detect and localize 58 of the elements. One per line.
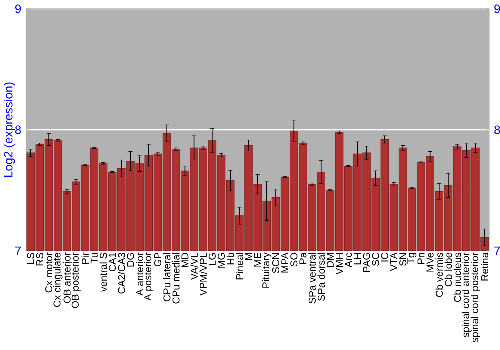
x-tick-label: LS bbox=[27, 253, 34, 264]
y2-tick-label: 7 bbox=[494, 246, 500, 256]
x-tick-label: M bbox=[245, 253, 252, 260]
x-tick-label: CA2/CA3 bbox=[118, 253, 126, 294]
x-tick-label: RS bbox=[36, 253, 44, 266]
x-tick-label: LG bbox=[208, 253, 216, 266]
x-tick-label: Pineal bbox=[236, 253, 244, 280]
x-tick-label: Pir bbox=[82, 252, 89, 264]
x-tick-label: Pa bbox=[300, 252, 307, 264]
y2-tick-label: 9 bbox=[494, 4, 500, 14]
x-tick-label: ventral S bbox=[100, 253, 108, 292]
x-tick-label: LH bbox=[354, 253, 362, 265]
y-tick-label: 8 bbox=[15, 126, 22, 134]
x-tick-label: Pituitary bbox=[262, 252, 272, 288]
x-tick-label: Tu bbox=[90, 253, 98, 264]
x-tick-label: MD bbox=[182, 253, 189, 268]
x-tick-label: Retina bbox=[481, 252, 488, 281]
x-tick-label: VA/VL bbox=[190, 252, 198, 280]
x-tick-label: VPM/VPL bbox=[200, 252, 208, 296]
x-tick-label: MVe bbox=[426, 253, 434, 272]
x-tick-label: A anterior bbox=[136, 252, 144, 296]
x-tick-label: VTA bbox=[390, 252, 398, 272]
x-tick-label: SPa ventral bbox=[308, 253, 316, 304]
x-tick-label: spinal cord anterior bbox=[462, 252, 472, 338]
x-tick-label: Tg bbox=[408, 253, 417, 264]
x-tick-label: CA1 bbox=[109, 253, 116, 272]
x-tick-label: Pn bbox=[418, 253, 425, 264]
x-tick-label: MPA bbox=[282, 252, 289, 273]
x-tick-label: DM bbox=[327, 253, 334, 268]
x-tick-label: spinal cord posterior bbox=[471, 252, 480, 342]
x-tick-label: Cb lobe bbox=[444, 253, 452, 287]
y-axis-title: Log2 (expression) bbox=[4, 82, 16, 178]
x-tick-label: SN bbox=[400, 253, 407, 266]
x-tick-label: IC bbox=[381, 252, 388, 262]
x-tick-label: SO bbox=[290, 253, 298, 267]
y2-tick-label: 8 bbox=[494, 126, 500, 134]
y-tick-label: 9 bbox=[16, 4, 22, 14]
x-tick-label: Hb bbox=[226, 253, 234, 265]
x-tick-label: CPu lateral bbox=[163, 253, 171, 302]
x-tick-label: SCN bbox=[272, 253, 280, 274]
x-tick-label: OB anterior bbox=[64, 252, 71, 304]
x-tick-label: SC bbox=[372, 252, 380, 266]
x-tick-label: PAG bbox=[363, 253, 370, 272]
x-tick-label: GP bbox=[154, 253, 162, 267]
x-tick-label: SPa dorsal bbox=[318, 253, 326, 302]
x-tick-label: Cb nucleus bbox=[454, 252, 462, 302]
x-tick-label: A posterior bbox=[144, 252, 154, 301]
x-tick-label: Arc bbox=[345, 252, 352, 268]
x-tick-label: Cx motor bbox=[45, 252, 53, 293]
x-tick-label: Cx cingulate bbox=[53, 253, 63, 308]
y-tick-label: 7 bbox=[16, 246, 22, 256]
x-tick-label: VMH bbox=[336, 253, 343, 275]
x-tick-label: DG bbox=[127, 253, 134, 267]
x-tick-label: CPu medial bbox=[172, 253, 180, 304]
x-tick-label: MG bbox=[218, 253, 226, 268]
x-tick-label: OB posterior bbox=[72, 252, 81, 308]
x-tick-label: Cb vermis bbox=[436, 252, 444, 298]
x-tick-label: ME bbox=[254, 253, 262, 267]
